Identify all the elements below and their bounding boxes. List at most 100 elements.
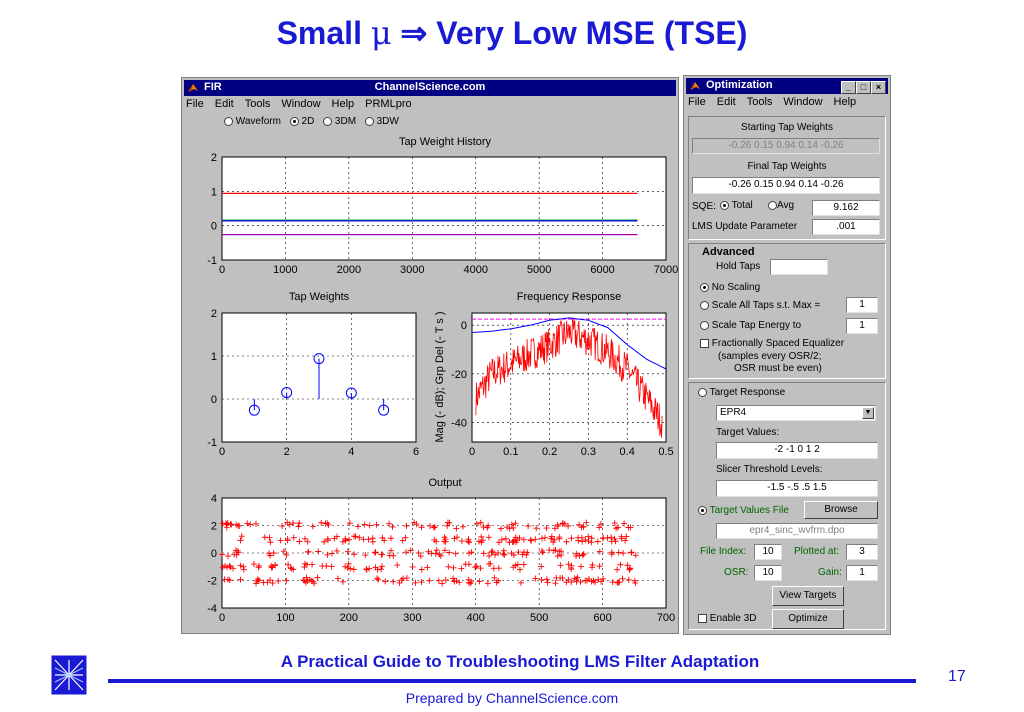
mode-waveform[interactable]: Waveform xyxy=(224,116,281,127)
slide-title: Small μ ⇒ Very Low MSE (TSE) xyxy=(0,14,1024,52)
osr-field[interactable]: 10 xyxy=(754,565,782,581)
radio-icon xyxy=(768,200,777,210)
sqe-total-option[interactable]: Total xyxy=(720,200,753,211)
radio-icon xyxy=(700,300,709,310)
browse-button[interactable]: Browse xyxy=(804,501,878,519)
history-y-tick-label: -1 xyxy=(207,255,217,267)
weights-x-tick-label: 6 xyxy=(413,446,419,458)
mode-3dw[interactable]: 3DW xyxy=(364,116,399,127)
hold-taps-field[interactable] xyxy=(770,259,828,275)
target-response-option[interactable]: Target Response xyxy=(698,387,785,398)
scale-energy-field[interactable]: 1 xyxy=(846,318,878,334)
sqe-avg-option[interactable]: Avg xyxy=(768,200,794,211)
mode-waveform-label: Waveform xyxy=(235,116,281,127)
no-scaling-option[interactable]: No Scaling xyxy=(700,282,760,293)
radio-icon xyxy=(323,116,333,126)
freq-x-tick-label: 0.1 xyxy=(503,446,518,458)
checkbox-icon xyxy=(700,338,709,348)
opt-menu-help[interactable]: Help xyxy=(833,96,857,108)
advanced-panel xyxy=(688,243,886,379)
history-x-tick-label: 0 xyxy=(219,264,225,276)
view-targets-button[interactable]: View Targets xyxy=(772,586,844,606)
fir-title: FIR xyxy=(204,81,222,93)
tap-weights-title: Tap Weights xyxy=(288,291,350,303)
mode-2d[interactable]: 2D xyxy=(289,116,314,127)
slicer-field[interactable]: -1.5 -.5 .5 1.5 xyxy=(716,480,878,497)
tap-weight-point xyxy=(281,387,293,399)
output-x-tick-label: 700 xyxy=(657,612,675,624)
file-name-field[interactable]: epr4_sinc_wvfrm.dpo xyxy=(716,523,878,539)
target-panel xyxy=(688,382,886,630)
freq-y-axis-label: Mag (- dB); Grp Del (- T s ) xyxy=(434,311,446,442)
minimize-icon[interactable]: _ xyxy=(841,81,856,94)
history-plot-area xyxy=(221,156,667,261)
fir-menu-file[interactable]: File xyxy=(186,98,204,110)
tap-weight-point xyxy=(378,404,390,416)
fse-option[interactable]: Fractionally Spaced Equalizer xyxy=(700,338,844,349)
fir-window: FIR ChannelScience.com File Edit Tools Wind… xyxy=(181,77,679,634)
opt-menu-edit[interactable]: Edit xyxy=(716,96,736,108)
target-values-field[interactable]: -2 -1 0 1 2 xyxy=(716,442,878,459)
osr-label: OSR: xyxy=(724,567,749,578)
freq-x-tick-label: 0.3 xyxy=(581,446,596,458)
weights-y-tick-label: 0 xyxy=(211,394,217,406)
target-select-value: EPR4 xyxy=(720,407,747,418)
target-select[interactable]: EPR4 ▼ xyxy=(716,405,876,421)
opt-titlebar[interactable]: Optimization _ □ × xyxy=(686,78,888,94)
radio-selected-icon xyxy=(720,200,729,210)
fir-titlebar[interactable]: FIR ChannelScience.com xyxy=(184,80,676,96)
fir-menu-prmlpro[interactable]: PRMLpro xyxy=(365,98,412,110)
tap-weight-point xyxy=(313,353,325,365)
optimize-button[interactable]: Optimize xyxy=(772,609,844,629)
scale-max-option[interactable]: Scale All Taps s.t. Max = xyxy=(700,300,820,311)
history-y-tick-label: 1 xyxy=(211,186,217,198)
output-x-tick-label: 400 xyxy=(467,612,485,624)
plotted-at-field[interactable]: 3 xyxy=(846,544,878,560)
output-x-tick-label: 500 xyxy=(530,612,548,624)
footer-subtitle: Prepared by ChannelScience.com xyxy=(405,690,619,706)
final-tap-field[interactable]: -0.26 0.15 0.94 0.14 -0.26 xyxy=(692,177,880,194)
scale-max-field[interactable]: 1 xyxy=(846,297,878,313)
fse-note-2: OSR must be even) xyxy=(734,363,822,374)
sqe-value-field[interactable]: 9.162 xyxy=(812,200,880,216)
title-prefix: Small xyxy=(276,15,371,51)
advanced-label: Advanced xyxy=(702,246,755,258)
opt-menu-file[interactable]: File xyxy=(688,96,706,108)
freq-x-tick-label: 0.2 xyxy=(542,446,557,458)
history-x-tick-label: 2000 xyxy=(337,264,361,276)
freq-x-tick-label: 0.4 xyxy=(620,446,635,458)
fir-menu-tools[interactable]: Tools xyxy=(244,98,271,110)
history-y-tick-label: 0 xyxy=(211,221,217,233)
mode-3dm[interactable]: 3DM xyxy=(323,116,356,127)
scale-energy-option[interactable]: Scale Tap Energy to xyxy=(700,320,801,331)
mode-3dw-label: 3DW xyxy=(376,116,399,127)
no-scaling-label: No Scaling xyxy=(711,282,761,293)
weights-panel xyxy=(688,116,886,240)
opt-menu-window[interactable]: Window xyxy=(783,96,823,108)
target-values-label: Target Values: xyxy=(716,427,780,438)
output-x-tick-label: 300 xyxy=(403,612,421,624)
fir-menu-edit[interactable]: Edit xyxy=(214,98,234,110)
fir-menu-window[interactable]: Window xyxy=(281,98,321,110)
title-mu: μ xyxy=(370,14,392,52)
lms-update-field[interactable]: .001 xyxy=(812,219,880,235)
fir-menu-help[interactable]: Help xyxy=(331,98,355,110)
freq-response-title: Frequency Response xyxy=(516,291,622,303)
opt-menu-tools[interactable]: Tools xyxy=(746,96,773,108)
radio-icon xyxy=(700,320,709,330)
sqe-label: SQE: xyxy=(692,201,716,212)
enable-3d-option[interactable]: Enable 3D xyxy=(698,613,756,624)
weights-x-tick-label: 2 xyxy=(284,446,290,458)
close-icon[interactable]: × xyxy=(871,81,886,94)
history-x-tick-label: 5000 xyxy=(527,264,551,276)
channelscience-logo xyxy=(50,654,88,696)
file-index-field[interactable]: 10 xyxy=(754,544,782,560)
gain-field[interactable]: 1 xyxy=(846,565,878,581)
history-y-tick-label: 2 xyxy=(211,152,217,164)
dropdown-arrow-icon[interactable]: ▼ xyxy=(862,407,874,419)
target-file-option[interactable]: Target Values File xyxy=(698,505,789,516)
maximize-icon[interactable]: □ xyxy=(856,81,871,94)
history-x-tick-label: 6000 xyxy=(590,264,614,276)
radio-selected-icon xyxy=(700,282,709,292)
